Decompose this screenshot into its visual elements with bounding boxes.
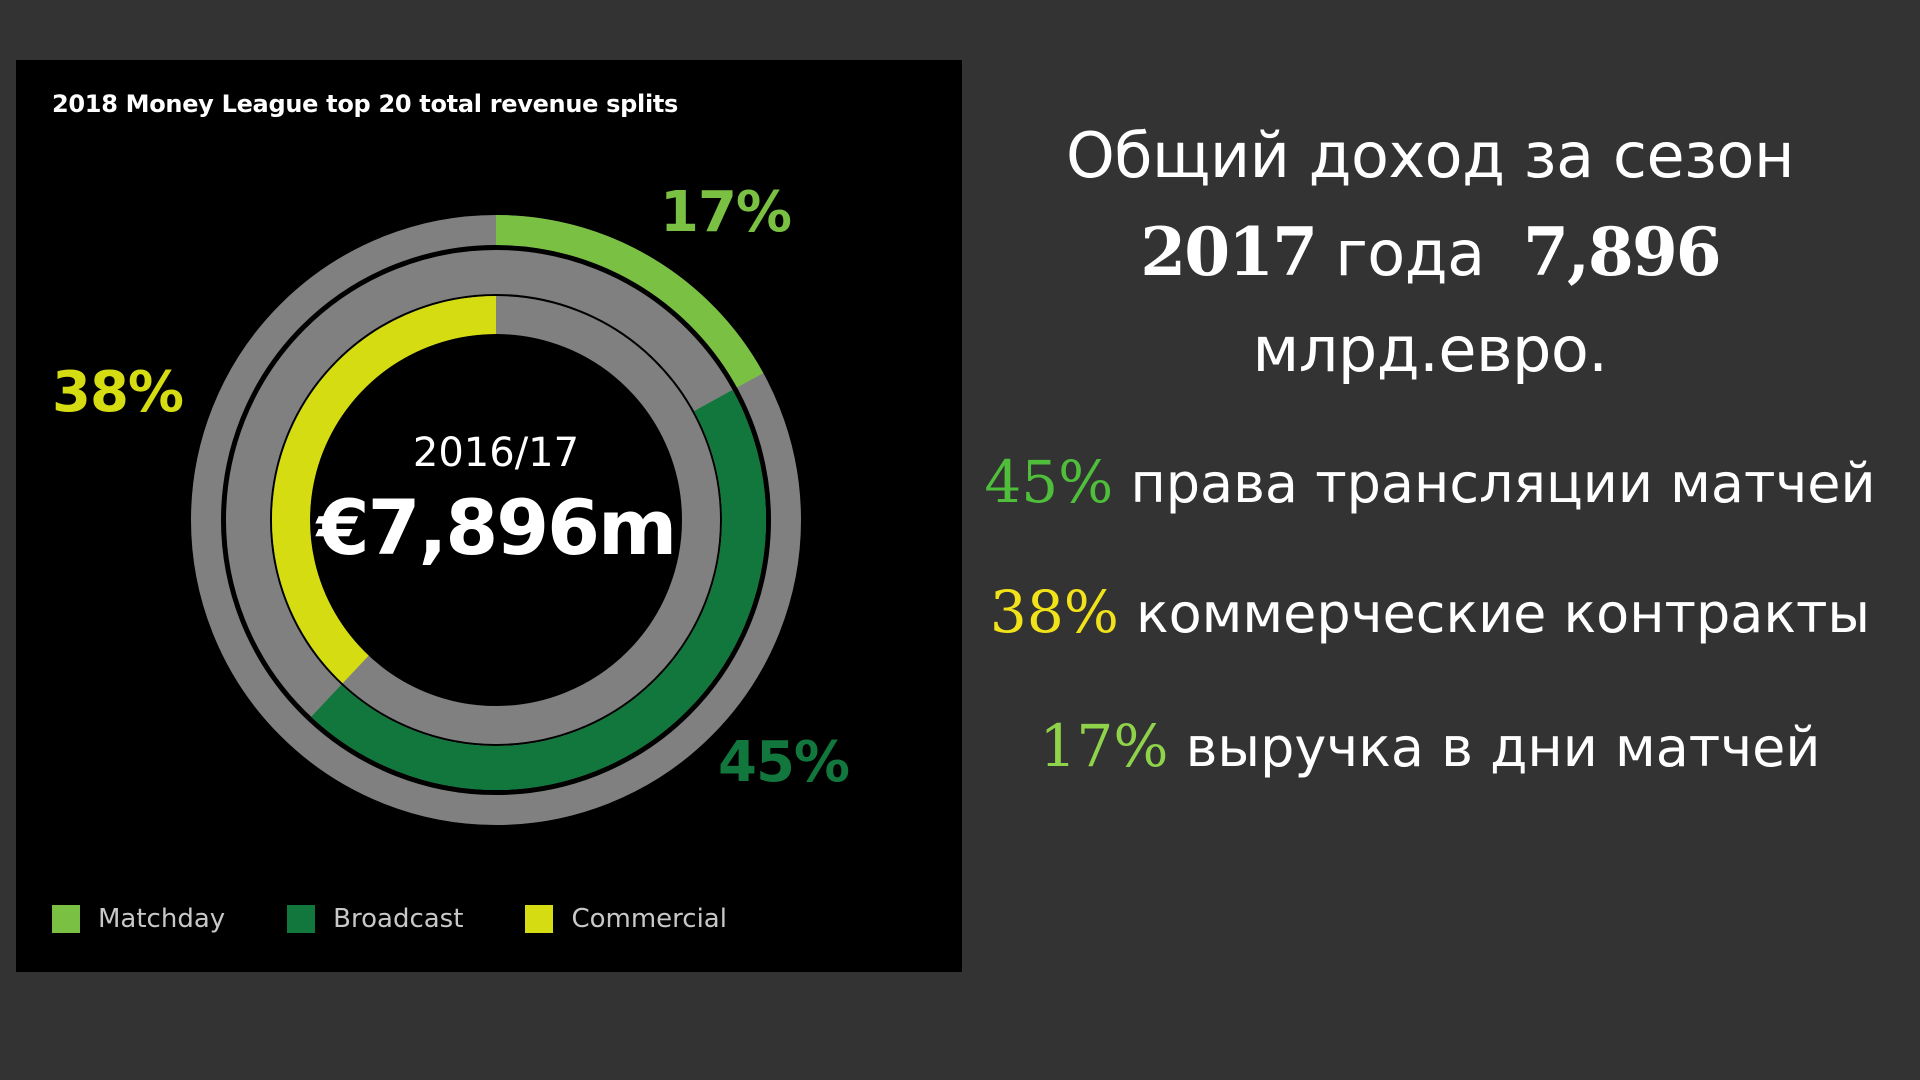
ring-segment-commercial xyxy=(272,296,497,684)
split-line-matchday: 17% выручка в дни матчей xyxy=(975,712,1885,780)
legend-label-commercial: Commercial xyxy=(571,904,727,934)
legend-label-broadcast: Broadcast xyxy=(333,904,464,934)
ring-segment-broadcast xyxy=(311,389,766,790)
headline-word-year: года xyxy=(1335,217,1485,290)
matchday-percent-label: 17% xyxy=(660,180,792,245)
legend-swatch-matchday xyxy=(52,905,80,933)
legend-item-matchday: Matchday xyxy=(52,904,225,934)
split-percent-broadcast: 45% xyxy=(984,448,1114,516)
legend-swatch-commercial xyxy=(525,905,554,933)
split-percent-commercial: 38% xyxy=(989,578,1119,646)
donut-rings xyxy=(191,215,801,825)
headline-year: 2017 xyxy=(1140,213,1318,291)
donut-chart: 2016/17 €7,896m xyxy=(191,215,801,825)
headline-amount: 7,896 xyxy=(1523,213,1722,291)
headline-line-2: 2017 года 7,896 млрд.евро. xyxy=(975,204,1885,398)
legend-item-broadcast: Broadcast xyxy=(287,904,463,934)
split-text-broadcast: права трансляции матчей xyxy=(1130,452,1876,515)
legend-swatch-broadcast xyxy=(287,905,316,933)
broadcast-percent-label: 45% xyxy=(718,730,850,795)
commercial-percent-label: 38% xyxy=(52,360,184,425)
headline: Общий доход за сезон 2017 года 7,896 млр… xyxy=(975,108,1885,398)
legend-item-commercial: Commercial xyxy=(525,904,727,934)
legend-label-matchday: Matchday xyxy=(98,904,226,934)
headline-unit: млрд.евро. xyxy=(1252,313,1608,386)
split-line-commercial: 38% коммерческие контракты xyxy=(975,578,1885,646)
split-text-matchday: выручка в дни матчей xyxy=(1185,716,1821,779)
split-text-commercial: коммерческие контракты xyxy=(1136,582,1871,645)
ring-segment-matchday xyxy=(495,215,764,388)
chart-panel: 2018 Money League top 20 total revenue s… xyxy=(16,60,962,972)
chart-legend: Matchday Broadcast Commercial xyxy=(52,904,789,934)
headline-line-1: Общий доход за сезон xyxy=(1065,119,1795,192)
split-line-broadcast: 45% права трансляции матчей xyxy=(975,448,1885,516)
chart-title: 2018 Money League top 20 total revenue s… xyxy=(52,90,679,118)
center-total-value: €7,896m xyxy=(315,483,675,572)
split-percent-matchday: 17% xyxy=(1039,712,1169,780)
center-season-label: 2016/17 xyxy=(413,430,579,476)
